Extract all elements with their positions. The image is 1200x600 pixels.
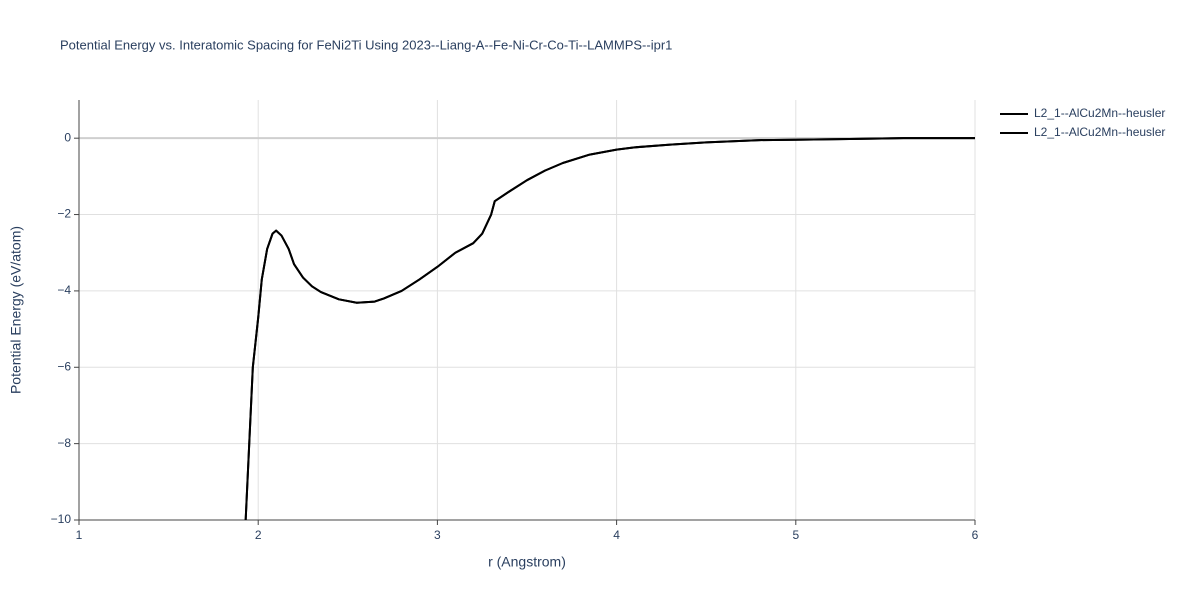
y-tick-label: 0 (64, 130, 71, 144)
y-tick-label: −8 (57, 436, 71, 450)
y-tick-label: −4 (57, 283, 71, 297)
y-tick-label: −10 (51, 512, 72, 526)
legend-label: L2_1--AlCu2Mn--heusler (1034, 106, 1165, 120)
y-tick-label: −6 (57, 359, 71, 373)
series-line (244, 137, 975, 521)
series-line (244, 137, 975, 521)
x-tick-label: 3 (434, 528, 441, 542)
legend-label: L2_1--AlCu2Mn--heusler (1034, 125, 1165, 139)
y-tick-label: −2 (57, 207, 71, 221)
x-axis-title: r (Angstrom) (488, 554, 566, 570)
x-tick-label: 4 (613, 528, 620, 542)
x-tick-label: 6 (972, 528, 979, 542)
x-tick-label: 1 (76, 528, 83, 542)
chart-title: Potential Energy vs. Interatomic Spacing… (60, 37, 672, 52)
x-tick-label: 5 (792, 528, 799, 542)
y-axis-title: Potential Energy (eV/atom) (8, 226, 24, 394)
x-tick-label: 2 (255, 528, 262, 542)
